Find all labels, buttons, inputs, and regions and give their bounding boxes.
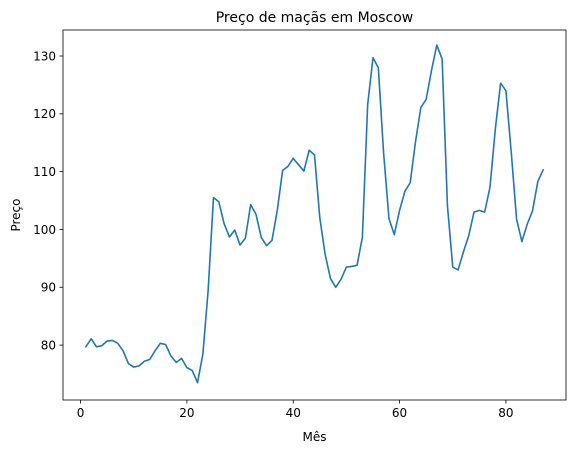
y-tick-label: 100 bbox=[33, 223, 56, 237]
chart-title: Preço de maçãs em Moscow bbox=[216, 10, 414, 26]
plot-area bbox=[63, 30, 566, 400]
x-tick-label: 60 bbox=[392, 406, 407, 420]
x-tick-label: 0 bbox=[77, 406, 85, 420]
y-tick-label: 120 bbox=[33, 107, 56, 121]
x-tick-label: 20 bbox=[179, 406, 194, 420]
series-lines bbox=[84, 44, 545, 384]
y-tick-label: 90 bbox=[41, 281, 56, 295]
y-tick-label: 110 bbox=[33, 165, 56, 179]
series-line bbox=[84, 44, 545, 384]
plot-frame bbox=[62, 29, 567, 401]
x-axis-label: Mês bbox=[303, 430, 327, 444]
axis-ticks: 0 20 40 60 80 80 90 100 110 120 130 bbox=[33, 49, 513, 420]
y-axis-label: Preço bbox=[9, 198, 23, 231]
y-tick-label: 80 bbox=[41, 338, 56, 352]
y-tick-label: 130 bbox=[33, 49, 56, 63]
x-tick-label: 40 bbox=[286, 406, 301, 420]
x-tick-label: 80 bbox=[498, 406, 513, 420]
